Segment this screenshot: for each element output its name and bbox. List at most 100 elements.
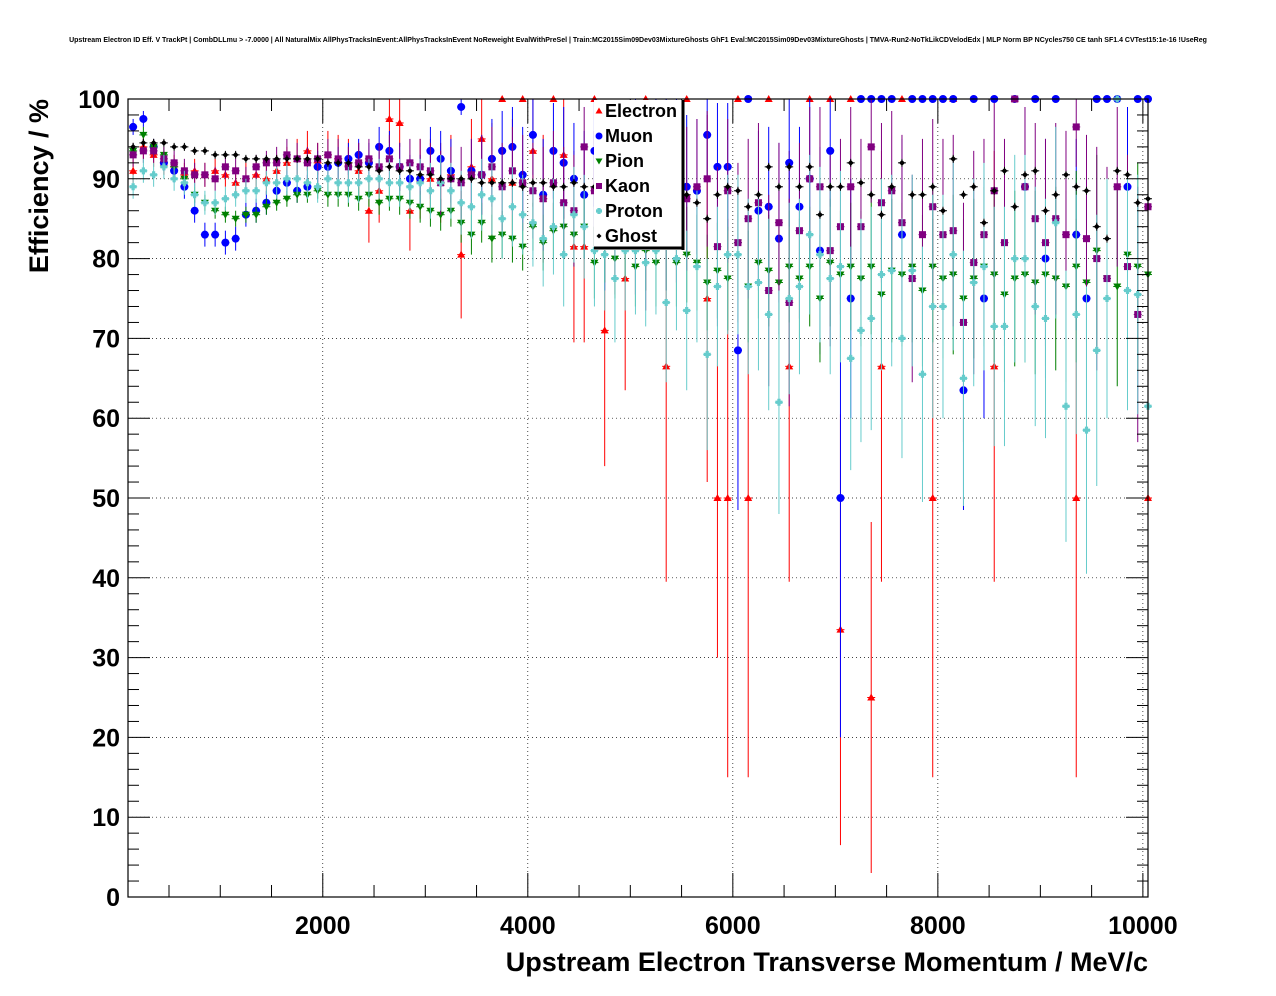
ghost-point	[938, 206, 947, 215]
proton-marker	[1011, 255, 1019, 263]
proton-point	[1051, 126, 1060, 319]
proton-marker	[611, 275, 619, 283]
proton-marker	[601, 251, 609, 259]
ghost-marker	[919, 191, 926, 198]
ghost-marker	[509, 179, 516, 186]
ghost-point	[303, 154, 312, 163]
ghost-marker	[519, 183, 526, 190]
electron-marker	[1072, 494, 1081, 501]
ghost-point	[979, 218, 988, 227]
ghost-marker	[437, 175, 444, 182]
proton-marker	[1000, 322, 1008, 330]
ghost-marker	[140, 139, 147, 146]
pion-point	[262, 198, 271, 215]
proton-point	[159, 154, 168, 179]
electron-marker	[395, 118, 404, 126]
muon-marker	[231, 234, 240, 243]
kaon-marker	[867, 143, 875, 151]
ghost-marker	[939, 207, 946, 214]
muon-point	[139, 110, 148, 127]
ghost-marker	[304, 155, 311, 162]
proton-marker	[1103, 295, 1111, 302]
proton-point	[375, 158, 384, 199]
legend-entry-kaon: Kaon	[596, 176, 650, 196]
ghost-marker	[1011, 203, 1018, 210]
proton-point	[1072, 194, 1081, 435]
ghost-marker	[970, 183, 977, 190]
legend-items: Electron Muon Pion Kaon Proton Ghost	[595, 101, 677, 246]
proton-point	[1010, 154, 1019, 363]
ghost-point	[313, 154, 322, 163]
ghost-point	[785, 162, 794, 171]
ghost-marker	[499, 179, 506, 186]
electron-marker	[364, 206, 373, 214]
proton-marker	[795, 283, 803, 291]
legend-box	[594, 100, 683, 250]
proton-point	[938, 194, 947, 419]
proton-point	[969, 178, 978, 387]
muon-point	[231, 226, 240, 251]
proton-marker	[539, 235, 547, 243]
proton-point	[559, 202, 568, 307]
ghost-point	[211, 150, 220, 159]
proton-point	[949, 158, 958, 351]
proton-point	[446, 162, 455, 219]
ghost-point	[580, 182, 589, 191]
ghost-point	[1113, 166, 1122, 175]
ghost-marker	[929, 183, 936, 190]
ghost-point	[528, 178, 537, 187]
ghost-point	[826, 182, 835, 191]
muon-point	[129, 118, 138, 135]
ghost-marker	[775, 183, 782, 190]
proton-point	[528, 178, 537, 267]
electron-marker	[385, 114, 394, 122]
proton-marker	[672, 255, 680, 263]
proton-marker	[1031, 302, 1039, 310]
ghost-marker	[796, 183, 803, 190]
proton-point	[1092, 214, 1101, 487]
electron-point	[395, 99, 404, 147]
proton-point	[908, 174, 917, 367]
ghost-marker	[888, 183, 895, 190]
y-tick-label: 80	[92, 246, 120, 274]
proton-marker	[970, 279, 978, 287]
proton-point	[293, 162, 302, 195]
proton-point	[549, 178, 558, 275]
proton-marker	[826, 275, 834, 283]
ghost-marker	[581, 183, 588, 190]
proton-marker	[836, 263, 844, 271]
ghost-point	[990, 186, 999, 195]
proton-marker	[570, 211, 578, 219]
pion-point	[252, 206, 261, 223]
ghost-marker	[909, 191, 916, 198]
proton-marker	[949, 251, 957, 259]
axes: 0 10 20 30 40 50 60 70 80 90 100 2000 4000 6000 8000 10…	[78, 86, 1177, 940]
ghost-marker	[1073, 183, 1080, 190]
proton-marker	[1062, 402, 1070, 410]
proton-point	[313, 170, 322, 203]
ghost-marker	[1021, 171, 1028, 178]
ghost-marker	[263, 155, 270, 162]
ghost-point	[518, 182, 527, 191]
ghost-point	[1010, 202, 1019, 211]
kaon-point	[774, 142, 783, 303]
kaon-marker	[211, 175, 219, 183]
legend-ghost-label: Ghost	[605, 226, 657, 246]
proton-marker	[293, 175, 301, 183]
kaon-point	[867, 99, 876, 203]
legend-kaon-marker	[596, 183, 602, 189]
ghost-point	[272, 154, 281, 163]
kaon-marker	[201, 171, 209, 179]
ghost-point	[405, 166, 414, 175]
ghost-marker	[1093, 223, 1100, 230]
proton-marker	[375, 175, 383, 183]
proton-point	[344, 162, 353, 203]
ghost-point	[426, 170, 435, 179]
ghost-marker	[1032, 167, 1039, 174]
ghost-point	[887, 182, 896, 191]
kaon-point	[580, 106, 589, 187]
proton-marker	[775, 398, 783, 406]
proton-point	[1000, 206, 1009, 447]
proton-marker	[519, 211, 527, 219]
